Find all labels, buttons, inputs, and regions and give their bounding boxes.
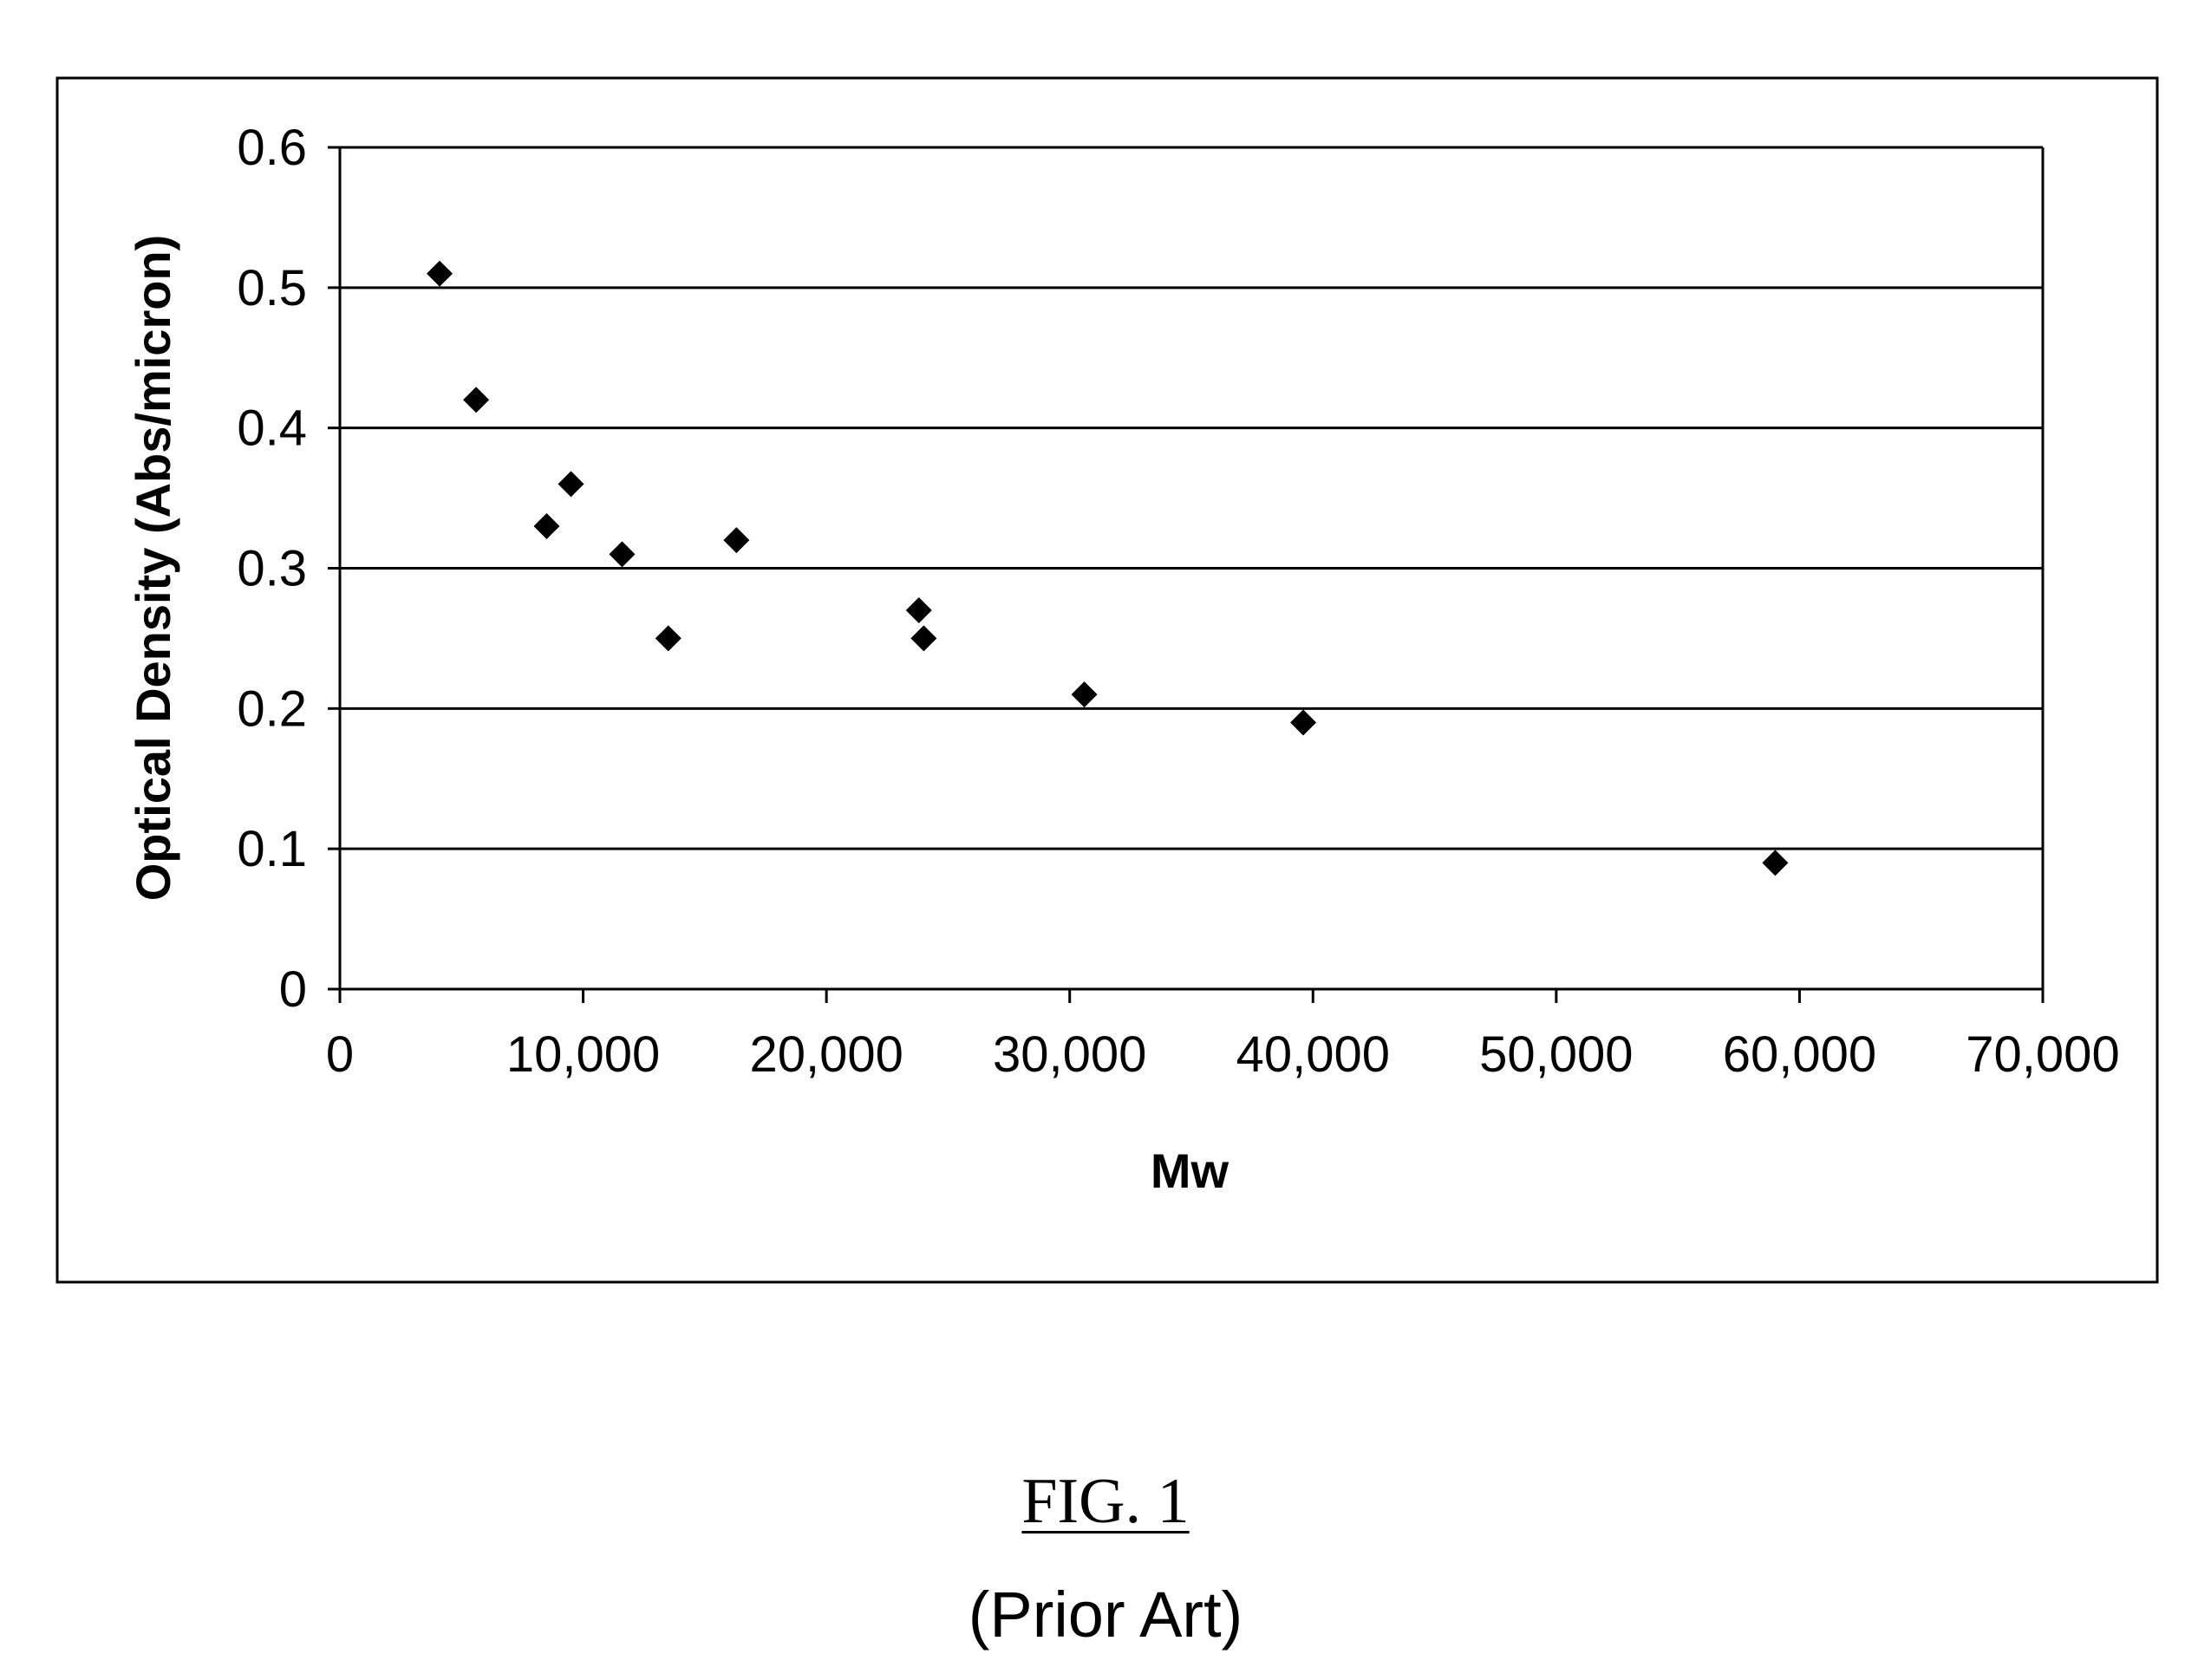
x-axis-title: Mw [1151, 1143, 1229, 1198]
data-point [723, 527, 749, 553]
data-point [463, 387, 489, 413]
x-tick-label: 10,000 [506, 1026, 660, 1083]
data-point [427, 261, 453, 287]
x-tick-label: 40,000 [1236, 1026, 1390, 1083]
data-point [533, 513, 559, 539]
chart-frame [57, 78, 2157, 1282]
y-tick-label: 0.5 [237, 260, 307, 316]
y-tick-label: 0.2 [237, 680, 307, 737]
figure-label-text: FIG. 1 [1021, 1466, 1189, 1537]
y-tick-label: 0.3 [237, 541, 307, 597]
x-tick-label: 50,000 [1479, 1026, 1633, 1083]
y-axis-title: Optical Density (Abs/micron) [126, 235, 180, 902]
x-tick-label: 70,000 [1966, 1026, 2119, 1083]
data-point [655, 625, 682, 651]
data-point [1290, 710, 1316, 736]
figure-note: (Prior Art) [0, 1578, 2211, 1651]
data-point [910, 625, 936, 651]
plot-area: 0 0.1 0.2 0.3 0.4 0.5 0.6 0 10,000 20,000 30,000 40… [237, 120, 2119, 1083]
y-tick-label: 0.6 [237, 120, 307, 176]
x-tick-label: 60,000 [1723, 1026, 1876, 1083]
data-point [1762, 850, 1788, 876]
y-tick-label: 0.1 [237, 821, 307, 877]
data-point [1072, 681, 1098, 707]
data-point [906, 597, 932, 623]
x-tick-label: 30,000 [993, 1026, 1146, 1083]
y-tick-label: 0.4 [237, 400, 307, 457]
data-point [609, 541, 635, 567]
x-tick-label: 0 [326, 1026, 354, 1083]
x-tick-label: 20,000 [749, 1026, 903, 1083]
y-tick-label: 0 [279, 961, 307, 1018]
figure-label: FIG. 1 [0, 1465, 2211, 1539]
data-point [558, 471, 584, 497]
